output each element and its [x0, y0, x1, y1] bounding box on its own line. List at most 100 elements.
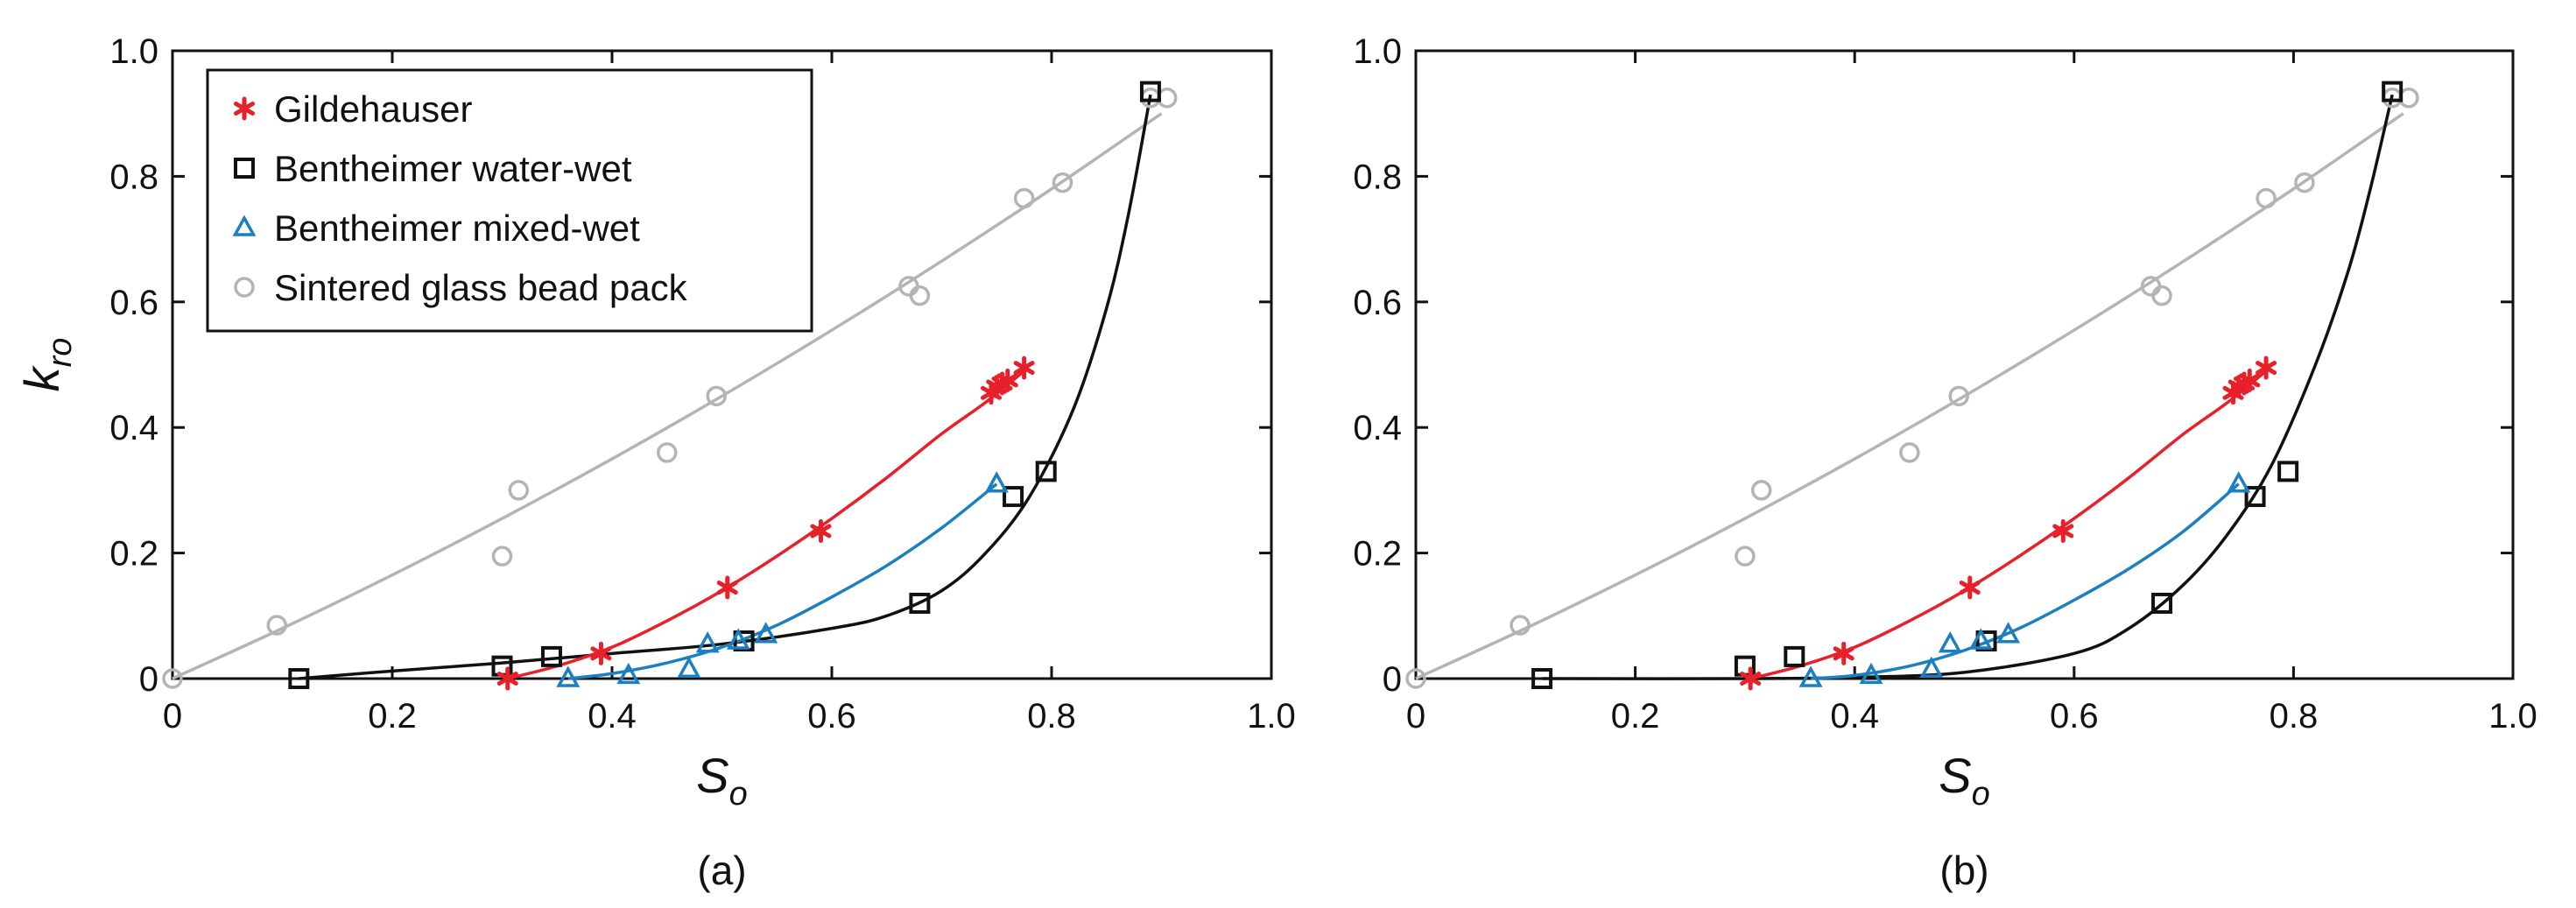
panel-label: (b) [1939, 848, 1988, 893]
y-axis-label-sub: ro [42, 338, 79, 368]
data-point-bentheimer-mixed-wet [1798, 665, 1823, 687]
x-axis-label-main: S [1939, 748, 1971, 803]
data-point-sintered-glass-bead-pack [1948, 385, 1969, 407]
data-point-bentheimer-mixed-wet [984, 471, 1009, 493]
data-point-bentheimer-mixed-wet [1919, 656, 1944, 678]
x-tick-label: 0.2 [1611, 697, 1660, 736]
x-tick-label: 0.4 [1830, 697, 1879, 736]
data-point-bentheimer-water-wet [1975, 630, 1997, 651]
legend-marker [232, 215, 257, 236]
data-point-sintered-glass-bead-pack [1750, 480, 1772, 501]
legend-entry: Gildehauser [274, 88, 472, 130]
data-point-bentheimer-water-wet [2244, 486, 2266, 508]
data-point-bentheimer-water-wet [288, 668, 310, 689]
data-point-bentheimer-water-wet [1784, 645, 1805, 667]
y-tick-label: 0.2 [1353, 535, 1402, 574]
data-point-bentheimer-mixed-wet [1968, 628, 1993, 650]
data-point-bentheimer-mixed-wet [695, 630, 720, 653]
x-tick-label: 0.6 [2050, 697, 2099, 736]
legend-marker [234, 277, 255, 298]
data-point-sintered-glass-bead-pack [266, 615, 287, 636]
data-point-sintered-glass-bead-pack [1899, 442, 1920, 463]
data-point-bentheimer-water-wet [540, 645, 562, 667]
data-point-bentheimer-mixed-wet [1996, 622, 2021, 644]
data-point-gildehauser [1833, 641, 1855, 665]
data-point-bentheimer-water-wet [733, 630, 755, 651]
data-point-bentheimer-water-wet [1531, 668, 1553, 689]
y-tick-label: 0.4 [109, 409, 158, 447]
fit-line-sintered-glass-bead-pack [1415, 112, 2404, 680]
x-tick-label: 0 [1406, 697, 1425, 736]
legend-entry: Bentheimer water-wet [274, 148, 632, 189]
data-point-sintered-glass-bead-pack [508, 480, 530, 501]
data-point-sintered-glass-bead-pack [1052, 172, 1073, 194]
x-tick-label: 1.0 [1247, 697, 1296, 736]
x-tick-label: 0.8 [2270, 697, 2319, 736]
y-tick-label: 1.0 [1353, 32, 1402, 71]
fit-line-sintered-glass-bead-pack [172, 112, 1163, 680]
data-point-sintered-glass-bead-pack [909, 285, 931, 306]
data-point-sintered-glass-bead-pack [491, 546, 513, 567]
data-point-sintered-glass-bead-pack [1405, 668, 1426, 689]
data-point-sintered-glass-bead-pack [1510, 615, 1531, 636]
data-point-bentheimer-mixed-wet [616, 662, 641, 685]
x-axis-label: So [1939, 748, 1990, 813]
x-tick-label: 0.6 [807, 697, 856, 736]
y-tick-label: 0.2 [109, 535, 158, 574]
data-point-sintered-glass-bead-pack [1735, 546, 1756, 567]
y-tick-label: 0.8 [109, 158, 158, 196]
y-tick-label: 1.0 [109, 32, 158, 71]
data-point-bentheimer-water-wet [2151, 592, 2173, 614]
data-point-bentheimer-mixed-wet [1938, 630, 1962, 653]
y-tick-label: 0 [1383, 660, 1402, 699]
data-point-gildehauser [716, 575, 738, 600]
data-point-bentheimer-water-wet [1003, 486, 1024, 508]
legend-entry: Sintered glass bead pack [274, 267, 688, 308]
x-axis-label-main: S [696, 748, 728, 803]
data-point-sintered-glass-bead-pack [162, 668, 183, 689]
y-tick-label: 0.6 [109, 284, 158, 322]
x-tick-label: 0.2 [368, 697, 417, 736]
x-axis-label: So [696, 748, 748, 813]
data-point-gildehauser [2239, 368, 2261, 392]
fit-line-bentheimer-water-wet [299, 94, 1152, 680]
legend-box [206, 68, 813, 333]
data-point-gildehauser [2052, 519, 2074, 544]
x-axis-label-sub: o [1972, 776, 1990, 813]
legend-marker [233, 96, 256, 121]
data-point-bentheimer-mixed-wet [2227, 471, 2251, 493]
data-point-gildehauser [1013, 355, 1035, 380]
data-point-bentheimer-water-wet [909, 592, 931, 614]
legend: Gildehauser Bentheimer water-wet Bentheime… [206, 68, 813, 333]
data-point-gildehauser [1740, 666, 1762, 691]
x-tick-label: 0.4 [588, 697, 637, 736]
y-tick-label: 0.6 [1353, 284, 1402, 322]
data-point-bentheimer-water-wet [1035, 461, 1057, 482]
y-tick-label: 0 [139, 660, 158, 699]
data-area [162, 81, 1178, 691]
data-point-gildehauser [496, 666, 518, 691]
data-point-bentheimer-mixed-wet [726, 628, 750, 650]
y-tick-label: 0.4 [1353, 409, 1402, 447]
y-tick-label: 0.8 [1353, 158, 1402, 196]
data-point-sintered-glass-bead-pack [1013, 187, 1035, 209]
x-tick-label: 1.0 [2488, 697, 2537, 736]
data-point-bentheimer-water-wet [2382, 81, 2404, 102]
data-point-gildehauser [996, 368, 1018, 392]
legend-marker [234, 158, 255, 179]
data-point-sintered-glass-bead-pack [2294, 172, 2315, 194]
data-point-gildehauser [590, 641, 612, 665]
y-axis-label: kro [14, 338, 79, 392]
data-point-sintered-glass-bead-pack [2151, 285, 2172, 306]
data-point-bentheimer-mixed-wet [754, 622, 778, 644]
legend-entry: Bentheimer mixed-wet [274, 208, 640, 249]
panel-label: (a) [697, 848, 746, 893]
data-point-bentheimer-water-wet [2277, 461, 2299, 482]
data-point-bentheimer-mixed-wet [556, 665, 581, 687]
y-axis-label-main: k [14, 364, 69, 391]
x-tick-label: 0.8 [1027, 697, 1076, 736]
plot-frame [171, 49, 1273, 680]
chart-panel-a: 0 0.2 0.4 0.6 0.8 1.0 0 0.2 0.4 0.6 0.8 1.0 So kro (a)… [14, 32, 1296, 893]
fit-line-bentheimer-mixed-wet [567, 482, 998, 680]
